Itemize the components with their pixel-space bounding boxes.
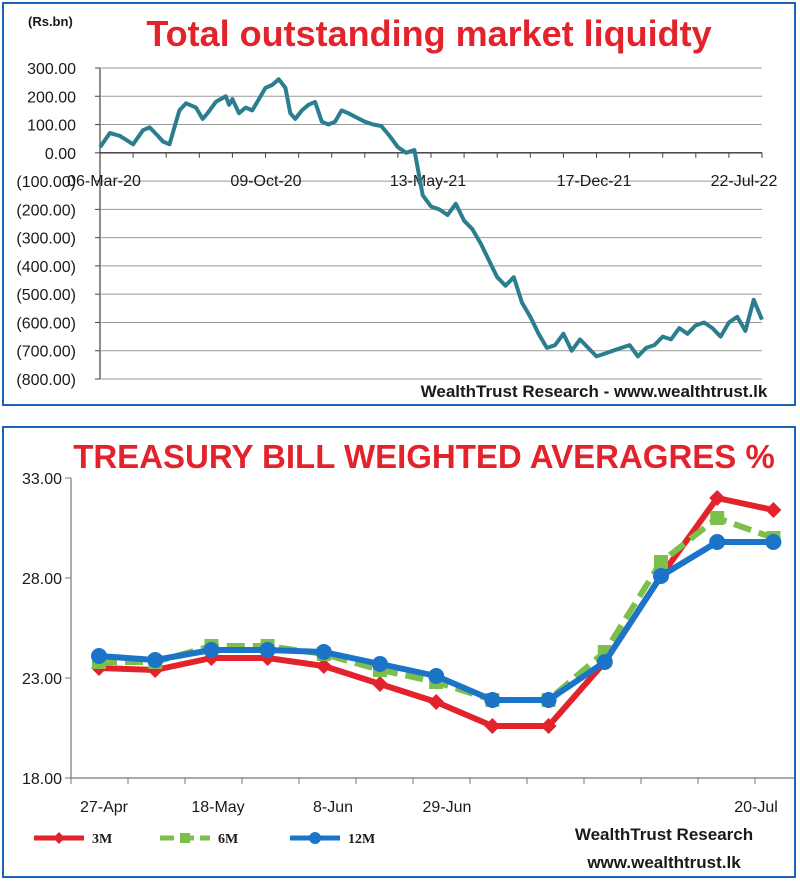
- y-tick-label: (300.00): [16, 231, 76, 248]
- liquidity-chart-panel: Total outstanding market liquidty (Rs.bn…: [2, 2, 796, 406]
- legend-marker: [180, 833, 190, 843]
- legend-item-3m: 3M: [34, 832, 112, 847]
- point-3m: [484, 718, 501, 734]
- tbill-chart-panel: TREASURY BILL WEIGHTED AVERAGRES % 33.00…: [2, 426, 796, 878]
- point-12m: [203, 642, 220, 658]
- point-12m: [315, 644, 332, 660]
- y-tick-label: 100.00: [27, 118, 76, 135]
- point-12m: [147, 652, 164, 668]
- point-12m: [91, 648, 107, 664]
- chart-credit: WealthTrust Research - www.wealthtrust.l…: [421, 382, 768, 401]
- x-tick-label: 29-Jun: [423, 799, 472, 816]
- y-tick-label: (800.00): [16, 372, 76, 389]
- y-tick-label: 23.00: [22, 671, 62, 688]
- x-tick-label: 06-Mar-20: [67, 173, 141, 190]
- x-tick-label: 8-Jun: [313, 799, 353, 816]
- y-tick-label: (400.00): [16, 259, 76, 276]
- tbill-chart: TREASURY BILL WEIGHTED AVERAGRES % 33.00…: [22, 438, 794, 872]
- point-12m: [259, 642, 276, 658]
- point-6m: [710, 511, 725, 525]
- point-12m: [765, 534, 782, 550]
- y-tick-label: (600.00): [16, 315, 76, 332]
- legend-label: 3M: [92, 832, 112, 847]
- legend-label: 12M: [348, 832, 375, 847]
- x-tick-label: 17-Dec-21: [557, 173, 632, 190]
- x-tick-label: 18-May: [191, 799, 244, 816]
- chart-credit-line1: WealthTrust Research: [575, 825, 753, 844]
- y-tick-label: 200.00: [27, 89, 76, 106]
- y-tick-label: 300.00: [27, 61, 76, 78]
- y-axis-unit: (Rs.bn): [28, 14, 73, 29]
- liquidity-chart: Total outstanding market liquidty (Rs.bn…: [16, 13, 778, 401]
- x-tick-label: 13-May-21: [390, 173, 467, 190]
- point-12m: [540, 692, 557, 708]
- point-3m: [709, 490, 726, 506]
- series-line-3m: [98, 495, 775, 729]
- point-3m: [428, 694, 445, 710]
- y-tick-label: (500.00): [16, 287, 76, 304]
- y-tick-label: 0.00: [45, 146, 76, 163]
- x-tick-label: 09-Oct-20: [230, 173, 301, 190]
- point-12m: [596, 654, 613, 670]
- y-tick-label: 18.00: [22, 771, 62, 788]
- y-tick-label: (700.00): [16, 344, 76, 361]
- series-12m: [91, 534, 782, 708]
- y-tick-label: (100.00): [16, 174, 76, 191]
- chart-credit-line2: www.wealthtrust.lk: [586, 853, 741, 872]
- legend-item-12m: 12M: [290, 832, 375, 847]
- legend-item-6m: 6M: [160, 832, 238, 847]
- chart-title: TREASURY BILL WEIGHTED AVERAGRES %: [73, 438, 775, 475]
- point-12m: [484, 692, 501, 708]
- x-tick-label: 20-Jul: [734, 799, 778, 816]
- point-6m: [654, 555, 668, 569]
- point-12m: [428, 668, 445, 684]
- y-tick-label: 33.00: [22, 471, 62, 488]
- liquidity-series-line: [98, 77, 764, 359]
- point-3m: [765, 502, 782, 518]
- legend-marker: [309, 832, 321, 844]
- point-12m: [653, 568, 669, 584]
- legend-label: 6M: [218, 832, 238, 847]
- series-3m: [91, 490, 782, 734]
- x-tick-label: 22-Jul-22: [711, 173, 778, 190]
- legend-marker: [53, 832, 65, 844]
- y-tick-label: (200.00): [16, 202, 76, 219]
- x-tick-label: 27-Apr: [80, 799, 129, 816]
- y-tick-label: 28.00: [22, 571, 62, 588]
- point-12m: [372, 656, 388, 672]
- point-3m: [372, 676, 388, 692]
- chart-title: Total outstanding market liquidty: [146, 13, 711, 54]
- point-12m: [709, 534, 726, 550]
- point-3m: [315, 658, 332, 674]
- point-3m: [540, 718, 557, 734]
